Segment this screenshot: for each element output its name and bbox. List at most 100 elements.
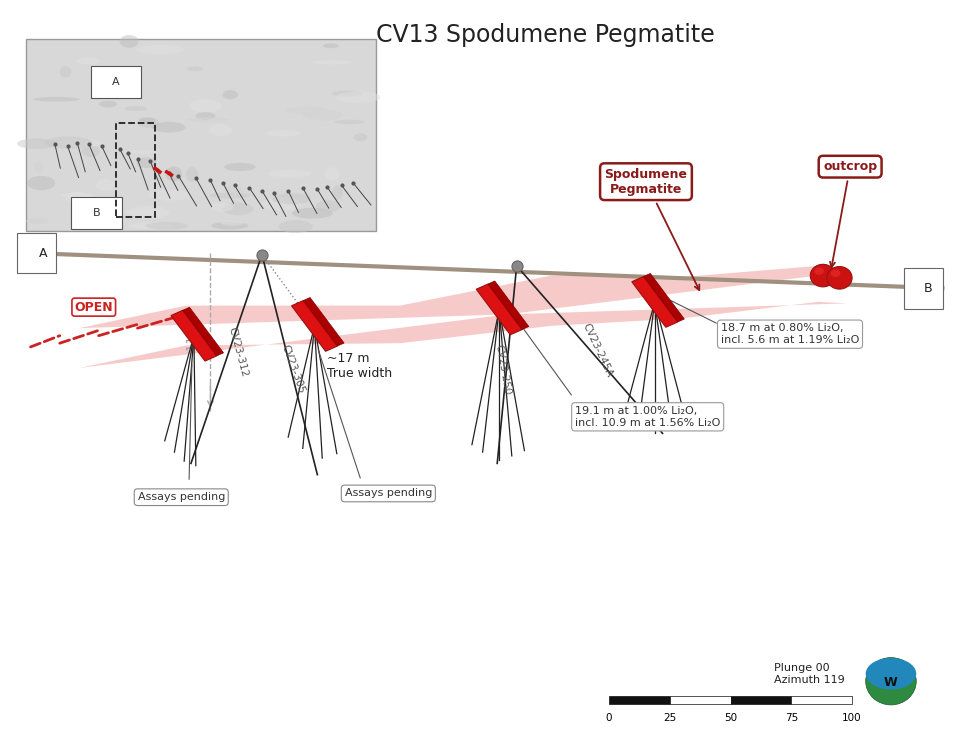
FancyBboxPatch shape <box>25 39 375 231</box>
Text: CV23-245A: CV23-245A <box>580 321 614 379</box>
Ellipse shape <box>136 44 184 54</box>
Ellipse shape <box>186 117 229 122</box>
Text: OPEN: OPEN <box>74 301 113 314</box>
Ellipse shape <box>335 91 380 103</box>
Ellipse shape <box>302 109 343 121</box>
Ellipse shape <box>332 185 343 200</box>
Ellipse shape <box>195 112 215 120</box>
Ellipse shape <box>124 150 156 155</box>
Bar <box>730 696 792 703</box>
Text: B: B <box>93 208 100 218</box>
Polygon shape <box>292 301 337 351</box>
FancyBboxPatch shape <box>91 66 141 97</box>
Ellipse shape <box>831 270 840 277</box>
Text: A: A <box>112 77 120 87</box>
Ellipse shape <box>334 120 365 124</box>
Ellipse shape <box>187 66 204 71</box>
Ellipse shape <box>45 136 93 149</box>
Ellipse shape <box>316 200 340 212</box>
Ellipse shape <box>312 60 352 65</box>
Ellipse shape <box>65 192 91 204</box>
Polygon shape <box>644 274 684 322</box>
Text: ~17 m
True width: ~17 m True width <box>327 351 392 380</box>
Polygon shape <box>182 308 223 356</box>
Ellipse shape <box>126 210 163 215</box>
Bar <box>609 696 670 703</box>
Ellipse shape <box>268 170 312 178</box>
Text: 50: 50 <box>724 713 737 723</box>
Ellipse shape <box>27 176 56 190</box>
Ellipse shape <box>354 133 368 142</box>
Ellipse shape <box>59 66 71 78</box>
Ellipse shape <box>98 101 117 108</box>
Ellipse shape <box>222 203 254 215</box>
Ellipse shape <box>166 167 182 182</box>
Ellipse shape <box>810 265 836 287</box>
Ellipse shape <box>82 146 100 157</box>
Bar <box>670 696 730 703</box>
Text: 18.7 m at 0.80% Li₂O,
incl. 5.6 m at 1.19% Li₂O: 18.7 m at 0.80% Li₂O, incl. 5.6 m at 1.1… <box>721 323 859 345</box>
Text: B: B <box>923 282 932 295</box>
Text: Spodumene
Pegmatite: Spodumene Pegmatite <box>604 167 699 290</box>
Polygon shape <box>632 277 678 327</box>
Ellipse shape <box>323 44 339 48</box>
Polygon shape <box>171 311 216 361</box>
Text: Assays pending: Assays pending <box>137 492 225 502</box>
Ellipse shape <box>210 202 234 212</box>
FancyBboxPatch shape <box>17 233 56 274</box>
Polygon shape <box>303 298 344 346</box>
Ellipse shape <box>120 35 138 48</box>
Text: 25: 25 <box>663 713 677 723</box>
Ellipse shape <box>279 220 313 233</box>
Ellipse shape <box>18 138 56 149</box>
Ellipse shape <box>96 179 115 191</box>
Ellipse shape <box>866 657 916 705</box>
Text: CV23-250: CV23-250 <box>493 343 513 396</box>
Ellipse shape <box>76 57 100 64</box>
Ellipse shape <box>34 161 44 173</box>
Ellipse shape <box>57 139 103 147</box>
Polygon shape <box>476 284 522 335</box>
Ellipse shape <box>152 122 185 133</box>
Text: W: W <box>884 676 898 689</box>
Ellipse shape <box>212 222 249 229</box>
Ellipse shape <box>209 193 251 198</box>
Text: 0: 0 <box>605 713 612 723</box>
Ellipse shape <box>225 184 243 198</box>
Text: 19.1 m at 1.00% Li₂O,
incl. 10.9 m at 1.56% Li₂O: 19.1 m at 1.00% Li₂O, incl. 10.9 m at 1.… <box>575 406 721 428</box>
Ellipse shape <box>262 197 301 211</box>
Text: CV23-312: CV23-312 <box>226 326 250 379</box>
Ellipse shape <box>827 267 852 289</box>
Ellipse shape <box>272 193 311 204</box>
Text: 110 m: 110 m <box>186 313 199 351</box>
Text: 100: 100 <box>842 713 862 723</box>
Ellipse shape <box>325 167 339 181</box>
FancyBboxPatch shape <box>904 268 943 308</box>
Ellipse shape <box>814 268 824 275</box>
Ellipse shape <box>137 118 159 127</box>
Ellipse shape <box>222 90 238 100</box>
Ellipse shape <box>149 190 191 201</box>
Text: A: A <box>39 247 48 259</box>
Text: Plunge 00
Azimuth 119: Plunge 00 Azimuth 119 <box>774 663 845 685</box>
Ellipse shape <box>136 158 157 168</box>
Polygon shape <box>488 281 528 329</box>
Polygon shape <box>79 266 847 368</box>
Ellipse shape <box>220 220 244 225</box>
Ellipse shape <box>209 124 232 136</box>
Text: Assays pending: Assays pending <box>344 489 432 498</box>
Text: CV13 Spodumene Pegmatite: CV13 Spodumene Pegmatite <box>376 23 716 48</box>
Ellipse shape <box>127 222 174 229</box>
Ellipse shape <box>125 106 147 111</box>
Ellipse shape <box>59 193 95 198</box>
Text: 75: 75 <box>785 713 798 723</box>
Ellipse shape <box>33 97 80 102</box>
Ellipse shape <box>286 106 328 114</box>
Ellipse shape <box>224 163 255 171</box>
Ellipse shape <box>292 208 332 219</box>
Text: outcrop: outcrop <box>823 160 878 267</box>
Ellipse shape <box>128 206 170 219</box>
Bar <box>792 696 852 703</box>
Ellipse shape <box>189 99 222 112</box>
Ellipse shape <box>30 216 48 224</box>
